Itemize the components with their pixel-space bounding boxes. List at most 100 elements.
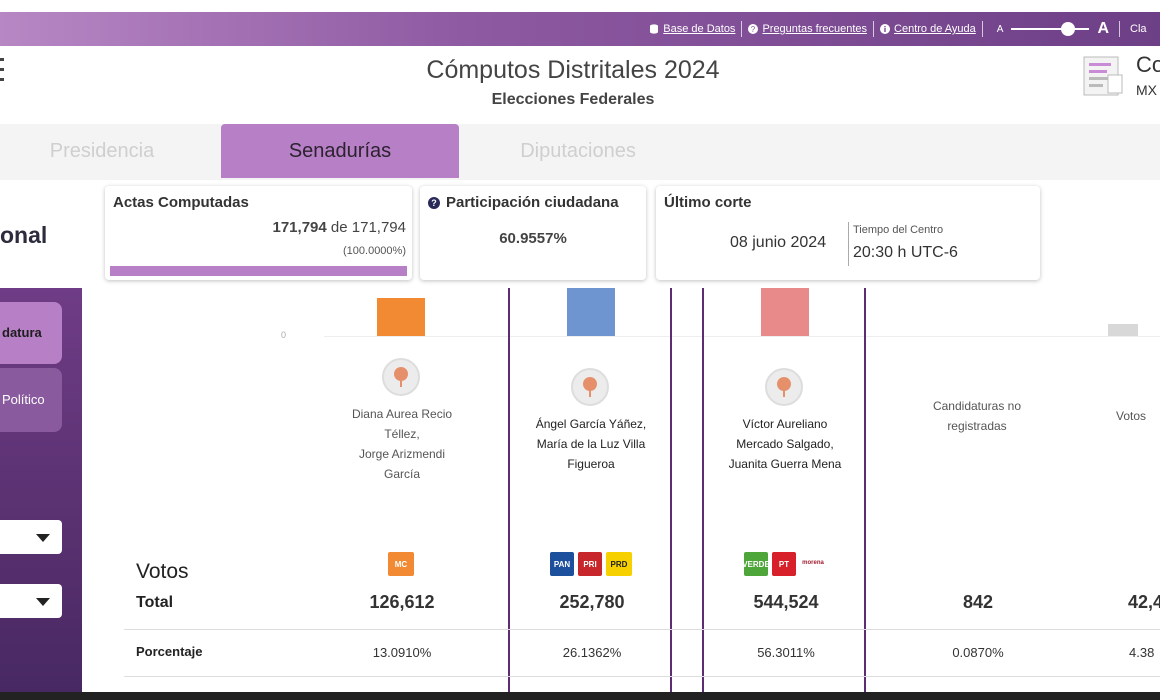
divider xyxy=(848,222,849,266)
candidate-name-line: Ángel García Yáñez, xyxy=(535,417,647,431)
vote-percent: 26.1362% xyxy=(562,645,622,660)
font-increase-label[interactable]: A xyxy=(1097,20,1109,37)
actas-percent: (100.0000%) xyxy=(343,245,406,257)
total-votes: 252,780 xyxy=(559,592,625,612)
font-decrease-label[interactable]: A xyxy=(996,23,1004,35)
tab-diputaciones[interactable]: Diputaciones xyxy=(520,139,636,162)
candidate-name-line: Diana Aurea Recio xyxy=(351,407,453,421)
candidate-name-line: García xyxy=(383,467,420,481)
row-divider xyxy=(124,629,1160,630)
participacion-value: 60.9557% xyxy=(499,230,567,247)
pan-logo-icon: PAN xyxy=(550,552,574,576)
faq-link[interactable]: ? Preguntas frecuentes xyxy=(748,23,867,35)
actas-computed: 171,794 xyxy=(272,219,327,236)
column-divider xyxy=(702,288,704,700)
actas-total: 171,794 xyxy=(351,219,406,236)
sidebar-select-2[interactable] xyxy=(0,584,62,618)
vote-bar xyxy=(567,288,615,336)
candidate-photo-icon xyxy=(765,368,803,406)
mc-logo-icon: MC xyxy=(388,552,414,576)
help-center-link[interactable]: Centro de Ayuda xyxy=(880,23,976,35)
bottom-scrollbar[interactable] xyxy=(0,692,1160,700)
votos-heading: Votos xyxy=(136,560,189,583)
sidebar-button-candidatura[interactable]: datura xyxy=(0,302,62,364)
sidebar-select-1[interactable] xyxy=(0,520,62,554)
chevron-down-icon xyxy=(36,598,50,606)
page-title: Cómputos Distritales 2024 xyxy=(426,56,720,84)
column-divider xyxy=(864,288,866,700)
candidate-name-line: registradas xyxy=(947,419,1007,433)
row-divider xyxy=(124,676,1160,677)
actas-of: de xyxy=(330,219,348,236)
total-votes: 126,612 xyxy=(369,592,435,612)
candidate-name-line: Figueroa xyxy=(567,457,615,471)
candidate-name-line: Candidaturas no xyxy=(932,399,1022,413)
corte-time: 20:30 h UTC-6 xyxy=(853,244,958,261)
row-label-porcentaje: Porcentaje xyxy=(136,644,203,659)
chevron-down-icon xyxy=(36,534,50,542)
utility-bar: Base de Datos ? Preguntas frecuentes Cen… xyxy=(0,12,1160,46)
timezone-label: Tiempo del Centro xyxy=(853,224,944,236)
divider xyxy=(981,21,983,37)
vote-percent: 13.0910% xyxy=(372,645,432,660)
brand-text: Co xyxy=(1136,52,1160,77)
candidate-name-line: Téllez, xyxy=(384,427,420,441)
database-link-label: Base de Datos xyxy=(663,23,736,35)
divider xyxy=(1119,21,1120,37)
font-size-slider[interactable] xyxy=(1011,22,1090,36)
total-votes: 842 xyxy=(962,592,994,612)
corte-card: Último corte 08 junio 2024 Tiempo del Ce… xyxy=(656,186,1040,280)
pvem-logo-icon: VERDE xyxy=(742,552,770,576)
database-icon xyxy=(650,24,659,34)
actas-progress-bar xyxy=(110,266,407,276)
chart-baseline xyxy=(324,336,1160,337)
candidate-name: Ángel García Yáñez, María de la Luz Vill… xyxy=(518,414,664,474)
candidate-photo-icon xyxy=(382,358,420,396)
candidate-name-line: Víctor Aureliano xyxy=(742,417,828,431)
slider-knob[interactable] xyxy=(1061,22,1076,36)
prd-logo-icon: PRD xyxy=(606,552,632,576)
tab-presidencia[interactable]: Presidencia xyxy=(49,139,155,162)
question-icon: ? xyxy=(748,24,759,34)
vote-percent: 56.3011% xyxy=(757,645,815,660)
axis-zero-label: 0 xyxy=(281,330,287,340)
info-icon[interactable]: ? xyxy=(428,197,440,209)
column-divider xyxy=(508,288,510,700)
candidate-name: Víctor Aureliano Mercado Salgado, Juanit… xyxy=(710,414,860,474)
menu-icon[interactable] xyxy=(0,58,4,88)
document-logo-icon xyxy=(1083,56,1123,96)
pri-logo-icon: PRI xyxy=(578,552,602,576)
svg-text:?: ? xyxy=(751,25,756,34)
contrast-link[interactable]: Cla xyxy=(1130,23,1147,35)
help-center-link-label: Centro de Ayuda xyxy=(894,23,976,35)
column-divider xyxy=(670,288,672,700)
participacion-card: ? Participación ciudadana 60.9557% xyxy=(420,186,646,280)
section-label: onal xyxy=(0,222,48,248)
divider xyxy=(741,21,743,37)
page-subtitle: Elecciones Federales xyxy=(491,91,655,108)
candidate-name: Candidaturas no registradas xyxy=(904,396,1050,436)
election-tabs: Presidencia Senadurías Diputaciones xyxy=(0,124,1160,180)
total-votes: 544,524 xyxy=(753,592,819,612)
vote-bar xyxy=(377,298,425,336)
vote-bar xyxy=(761,288,809,336)
sidebar-button-partido[interactable]: Político xyxy=(0,368,62,432)
tab-senadurias[interactable]: Senadurías xyxy=(221,124,459,178)
results-panel: 0 Diana Aurea Recio Téllez, Jorge Arizme… xyxy=(98,288,1160,700)
corte-title: Último corte xyxy=(664,194,752,211)
actas-title: Actas Computadas xyxy=(113,194,249,211)
pt-logo-icon: PT xyxy=(772,552,796,576)
candidate-name: Votos xyxy=(1116,406,1160,426)
info-icon xyxy=(880,24,891,34)
page-header: Cómputos Distritales 2024 Elecciones Fed… xyxy=(0,46,1160,124)
faq-link-label: Preguntas frecuentes xyxy=(762,23,868,35)
divider xyxy=(873,21,875,37)
font-size-control: A A xyxy=(997,20,1109,38)
participacion-title: Participación ciudadana xyxy=(446,194,619,211)
actas-progress-fill xyxy=(110,266,407,276)
morena-logo-icon: morena xyxy=(800,558,826,568)
actas-count: 171,794 de 171,794 xyxy=(273,219,407,236)
database-link[interactable]: Base de Datos xyxy=(649,23,735,35)
sidebar: datura Político xyxy=(0,288,82,700)
sidebar-header: onal xyxy=(0,180,98,288)
